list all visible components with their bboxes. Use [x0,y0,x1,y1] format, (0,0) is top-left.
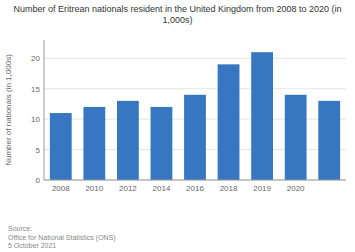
x-tick-label: 2019 [253,184,271,193]
grid-line [44,88,346,89]
source-note: Source:Office for National Statistics (O… [8,225,116,249]
bar [184,95,206,180]
y-axis-line [44,40,45,180]
y-tick-label: 0 [36,176,41,185]
x-tick-label: 2014 [153,184,171,193]
bar [218,64,240,180]
bars [50,52,340,180]
x-tick-label: 2008 [52,184,70,193]
x-tick-label: 2018 [220,184,238,193]
x-tick-label: 2012 [119,184,137,193]
y-tick-label: 5 [36,146,41,155]
chart: Number of Eritrean nationals resident in… [0,0,355,252]
bar [318,101,340,180]
x-tick-label: 2010 [85,184,103,193]
y-axis-label: Number of nationals (in 1,000s) [4,54,13,166]
x-tick-label: 2020 [287,184,305,193]
bar [285,95,307,180]
bar [251,52,273,180]
x-tick-label: 2016 [186,184,204,193]
bar [117,101,139,180]
y-tick-label: 15 [31,85,40,94]
bar [83,107,105,180]
grid-line [44,58,346,59]
bar [50,113,72,180]
y-tick-label: 20 [31,54,40,63]
x-axis-line [44,180,346,181]
title: Number of Eritrean nationals resident in… [13,4,341,25]
grid-line [44,180,346,181]
bar [151,107,173,180]
y-tick-label: 10 [31,115,40,124]
